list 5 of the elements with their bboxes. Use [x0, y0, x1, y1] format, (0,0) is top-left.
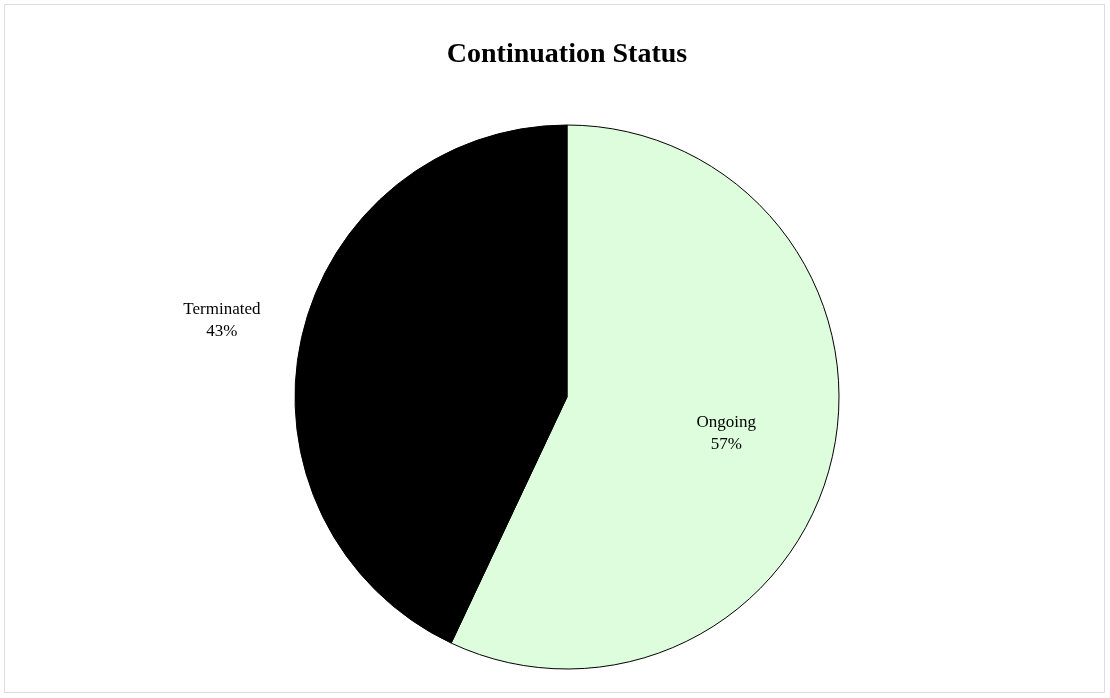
- slice-label: Ongoing: [696, 411, 757, 431]
- slice-label: Terminated: [183, 298, 261, 318]
- chart-title: Continuation Status: [446, 37, 688, 68]
- data-label: 43%: [206, 320, 238, 340]
- data-label: 57%: [710, 433, 742, 453]
